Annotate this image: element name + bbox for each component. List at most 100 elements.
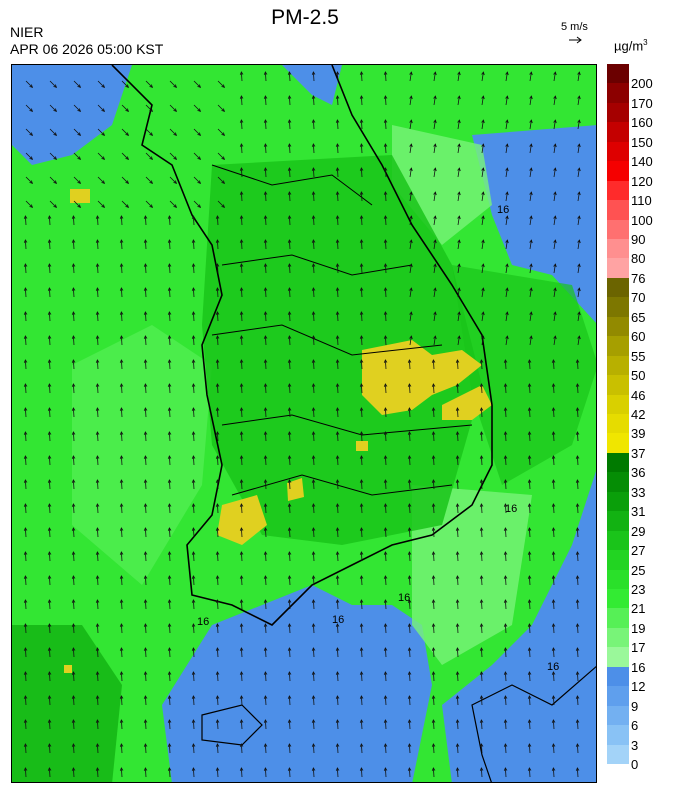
wind-vector-head	[359, 191, 364, 195]
wind-vector	[529, 407, 531, 418]
wind-vector-head	[311, 479, 316, 483]
wind-vector-head	[479, 527, 484, 531]
wind-vector	[457, 743, 459, 754]
wind-vector-head	[191, 479, 196, 483]
wind-vector	[337, 119, 339, 130]
wind-vector-head	[455, 527, 460, 531]
wind-vector-head	[191, 695, 196, 699]
wind-vector-head	[407, 719, 412, 723]
wind-vector-head	[335, 431, 340, 435]
wind-vector-head	[455, 719, 460, 723]
wind-vector	[49, 383, 51, 394]
wind-vector	[289, 575, 291, 586]
wind-vector-head	[409, 143, 413, 148]
wind-vector	[385, 359, 387, 370]
wind-vector	[553, 144, 556, 154]
wind-vector	[289, 671, 291, 682]
wind-vector	[73, 359, 75, 370]
wind-vector	[433, 72, 436, 82]
wind-vector	[337, 479, 339, 490]
wind-vector-head	[335, 623, 340, 627]
wind-vector	[73, 575, 75, 586]
wind-vector-head	[383, 143, 388, 147]
wind-vector-head	[479, 479, 484, 483]
wind-vector-head	[359, 143, 364, 147]
wind-vector	[217, 128, 225, 136]
wind-vector-head	[239, 695, 244, 699]
wind-vector	[49, 575, 51, 586]
wind-vector-head	[167, 335, 172, 339]
wind-vector	[505, 767, 507, 778]
wind-vector-head	[173, 132, 178, 137]
wind-vector-head	[125, 132, 130, 137]
wind-vector-head	[47, 239, 52, 243]
wind-vector	[577, 288, 580, 298]
wind-vector-head	[335, 407, 340, 411]
wind-vector-head	[119, 623, 124, 627]
wind-vector	[73, 647, 75, 658]
wind-vector-head	[239, 311, 244, 315]
wind-vector	[409, 455, 411, 466]
wind-vector-head	[409, 263, 413, 268]
wind-vector-head	[335, 239, 340, 243]
wind-vector	[481, 383, 483, 394]
wind-vector	[25, 551, 27, 562]
wind-vector	[361, 311, 363, 322]
wind-vector	[529, 288, 532, 298]
wind-vector-head	[143, 407, 148, 411]
wind-vector	[529, 647, 531, 658]
wind-vector	[121, 647, 123, 658]
colorbar-tick-label: 160	[631, 115, 653, 131]
colorbar-tick-label: 12	[631, 679, 646, 695]
wind-vector-head	[263, 479, 268, 483]
wind-vector-head	[125, 156, 130, 161]
wind-vector	[25, 527, 27, 538]
wind-vector-head	[287, 623, 292, 627]
wind-vector-head	[505, 71, 509, 76]
wind-vector-head	[263, 167, 268, 171]
wind-vector	[529, 575, 531, 586]
wind-vector-head	[53, 180, 58, 185]
colorbar-swatch	[607, 705, 629, 726]
wind-vector	[193, 503, 195, 514]
wind-vector	[97, 263, 99, 274]
wind-vector-head	[125, 84, 130, 89]
wind-vector	[529, 359, 531, 370]
wind-vector-head	[95, 623, 100, 627]
wind-vector-head	[173, 180, 178, 185]
wind-vector	[577, 671, 579, 682]
colorbar-swatch	[607, 161, 629, 182]
wind-vector-head	[263, 287, 268, 291]
wind-vector	[385, 119, 387, 130]
wind-vector-head	[23, 527, 28, 531]
colorbar-tick-label: 0	[631, 757, 639, 772]
wind-vector-head	[215, 623, 220, 627]
wind-vector	[313, 599, 315, 610]
wind-vector-head	[433, 335, 437, 340]
wind-vector-head	[359, 695, 364, 699]
wind-vector-head	[529, 311, 533, 316]
wind-vector	[25, 503, 27, 514]
wind-vector	[145, 575, 147, 586]
wind-vector-head	[23, 335, 28, 339]
wind-vector-head	[287, 143, 292, 147]
wind-vector-head	[47, 287, 52, 291]
wind-vector-head	[239, 575, 244, 579]
wind-vector-head	[577, 119, 581, 124]
wind-vector-head	[173, 156, 178, 161]
wind-vector	[361, 623, 363, 634]
wind-vector	[481, 743, 483, 754]
wind-vector-head	[95, 335, 100, 339]
wind-vector-head	[455, 551, 460, 555]
wind-vector	[505, 312, 508, 322]
wind-vector	[73, 455, 75, 466]
wind-vector	[577, 168, 580, 178]
wind-vector-head	[503, 527, 508, 531]
wind-vector	[121, 359, 123, 370]
wind-vector-head	[143, 503, 148, 507]
wind-vector-head	[287, 719, 292, 723]
wind-vector-head	[263, 95, 268, 99]
wind-vector	[49, 215, 51, 226]
wind-vector	[217, 551, 219, 562]
wind-vector	[97, 287, 99, 298]
